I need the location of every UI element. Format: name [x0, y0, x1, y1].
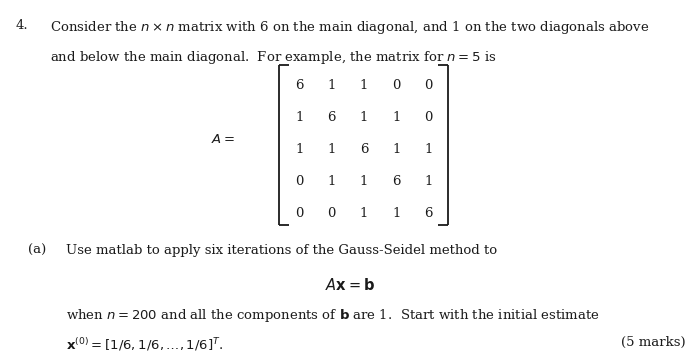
Text: and below the main diagonal.  For example, the matrix for $n = 5$ is: and below the main diagonal. For example… — [50, 49, 497, 66]
Text: 0: 0 — [424, 111, 433, 124]
Text: Use matlab to apply six iterations of the Gauss-Seidel method to: Use matlab to apply six iterations of th… — [66, 244, 498, 257]
Text: 1: 1 — [360, 111, 368, 124]
Text: 6: 6 — [360, 143, 368, 156]
Text: (5 marks): (5 marks) — [622, 336, 686, 349]
Text: 6: 6 — [392, 175, 400, 188]
Text: 1: 1 — [328, 79, 336, 92]
Text: when $n = 200$ and all the components of $\mathbf{b}$ are 1.  Start with the ini: when $n = 200$ and all the components of… — [66, 307, 601, 324]
Text: 1: 1 — [392, 207, 400, 220]
Text: 1: 1 — [328, 143, 336, 156]
Text: 0: 0 — [295, 175, 304, 188]
Text: 0: 0 — [295, 207, 304, 220]
Text: 0: 0 — [328, 207, 336, 220]
Text: 1: 1 — [360, 79, 368, 92]
Text: 1: 1 — [328, 175, 336, 188]
Text: 6: 6 — [295, 79, 304, 92]
Text: 1: 1 — [295, 143, 304, 156]
Text: 0: 0 — [392, 79, 400, 92]
Text: 0: 0 — [424, 79, 433, 92]
Text: 6: 6 — [328, 111, 336, 124]
Text: $A =$: $A =$ — [211, 133, 234, 146]
Text: $\mathbf{x}^{(0)} = [1/6, 1/6, \ldots, 1/6]^T$.: $\mathbf{x}^{(0)} = [1/6, 1/6, \ldots, 1… — [66, 336, 224, 353]
Text: (a): (a) — [28, 244, 46, 257]
Text: 1: 1 — [424, 175, 433, 188]
Text: 6: 6 — [424, 207, 433, 220]
Text: 1: 1 — [360, 175, 368, 188]
Text: 4.: 4. — [15, 19, 28, 32]
Text: 1: 1 — [392, 111, 400, 124]
Text: 1: 1 — [424, 143, 433, 156]
Text: 1: 1 — [360, 207, 368, 220]
Text: Consider the $n \times n$ matrix with 6 on the main diagonal, and 1 on the two d: Consider the $n \times n$ matrix with 6 … — [50, 19, 650, 36]
Text: $A\mathbf{x} = \mathbf{b}$: $A\mathbf{x} = \mathbf{b}$ — [325, 277, 375, 293]
Text: 1: 1 — [295, 111, 304, 124]
Text: 1: 1 — [392, 143, 400, 156]
